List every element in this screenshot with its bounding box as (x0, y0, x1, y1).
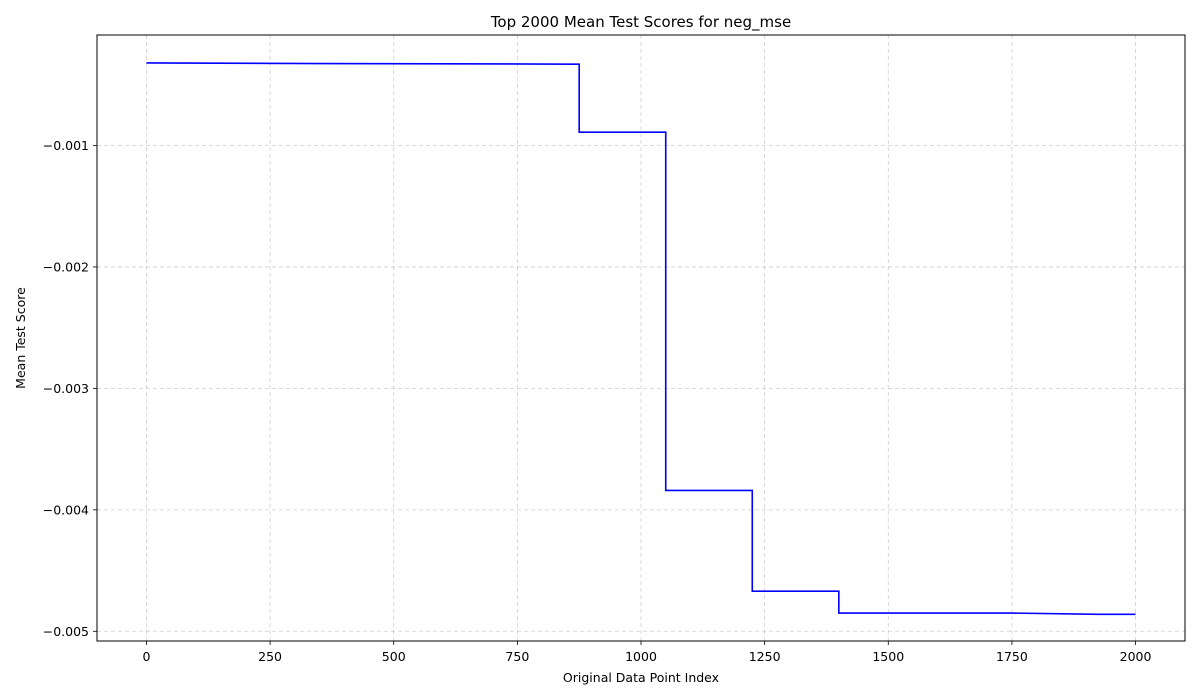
y-axis-label: Mean Test Score (13, 287, 28, 389)
chart-title: Top 2000 Mean Test Scores for neg_mse (490, 13, 791, 32)
x-tick-label: 0 (142, 649, 150, 664)
series-layer (146, 62, 1136, 616)
y-tick-label: −0.001 (43, 138, 89, 153)
x-tick-label: 1750 (996, 649, 1028, 664)
y-tick-label: −0.004 (43, 502, 89, 517)
x-tick-label: 1000 (625, 649, 657, 664)
grid-layer (97, 35, 1185, 641)
x-tick-label: 1500 (872, 649, 904, 664)
x-tick-label: 750 (505, 649, 529, 664)
x-axis-label: Original Data Point Index (563, 670, 719, 685)
x-tick-label: 500 (382, 649, 406, 664)
series-line (146, 62, 1136, 616)
x-tick-label: 1250 (749, 649, 781, 664)
y-tick-label: −0.002 (43, 259, 89, 274)
y-tick-label: −0.005 (43, 624, 89, 639)
tick-layer: 0 250 500 750 1000 1250 1500 1750 2000 −0.005 −0.0… (43, 138, 1152, 664)
x-tick-label: 2000 (1120, 649, 1152, 664)
y-tick-label: −0.003 (43, 381, 89, 396)
x-tick-label: 250 (258, 649, 282, 664)
